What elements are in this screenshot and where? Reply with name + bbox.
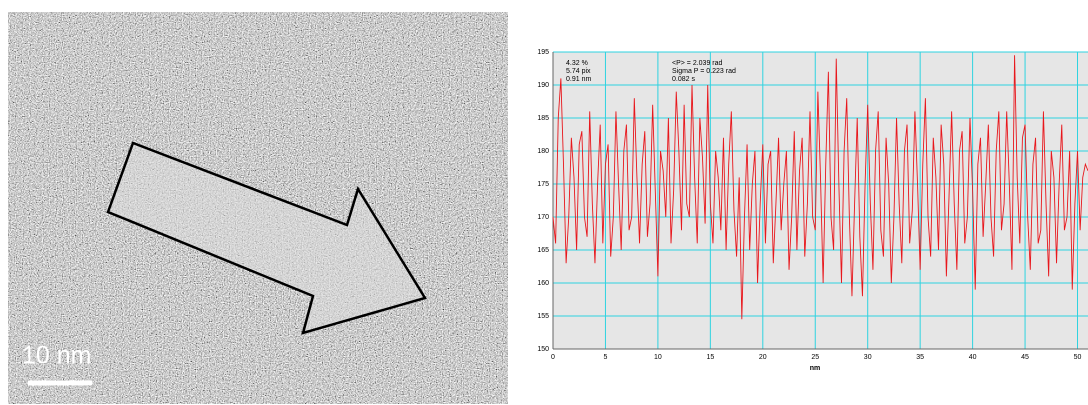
x-tick-label: 30 [864, 354, 872, 361]
y-tick-label: 170 [537, 214, 549, 221]
y-tick-label: 165 [537, 247, 549, 254]
annotation: 0.91 nm [566, 76, 591, 83]
y-tick-label: 150 [537, 346, 549, 353]
arrow [106, 141, 427, 335]
x-tick-label: 45 [1021, 354, 1029, 361]
plot-area [553, 52, 1088, 349]
x-tick-label: 15 [706, 354, 714, 361]
y-tick-label: 175 [537, 181, 549, 188]
x-tick-label: 35 [916, 354, 924, 361]
x-axis-label: nm [810, 365, 821, 372]
annotation: <P> = 2.039 rad [672, 60, 723, 67]
y-tick-label: 155 [537, 313, 549, 320]
y-tick-label: 185 [537, 115, 549, 122]
tem-image: 10 nm [8, 12, 508, 404]
scale-label: 10 nm [22, 342, 91, 370]
profile-line [552, 55, 1088, 320]
annotation: 5.74 pix [566, 68, 591, 75]
y-tick-label: 190 [537, 82, 549, 89]
x-tick-label: 0 [551, 354, 555, 361]
annotation: 4.32 % [566, 60, 588, 67]
y-tick-label: 160 [537, 280, 549, 287]
y-tick-label: 195 [537, 49, 549, 56]
x-tick-label: 5 [603, 354, 607, 361]
profile-chart: nm 150 155 160 165 170 175 180 185 190 195 0 5 10 15 2… [537, 49, 1088, 372]
x-tick-label: 50 [1074, 354, 1082, 361]
x-tick-label: 10 [654, 354, 662, 361]
x-tick-label: 40 [969, 354, 977, 361]
x-tick-label: 20 [759, 354, 767, 361]
annotation: 0.082 s [672, 76, 695, 83]
annotation: Sigma P = 0.223 rad [672, 68, 736, 75]
y-tick-label: 180 [537, 148, 549, 155]
x-tick-label: 25 [811, 354, 819, 361]
